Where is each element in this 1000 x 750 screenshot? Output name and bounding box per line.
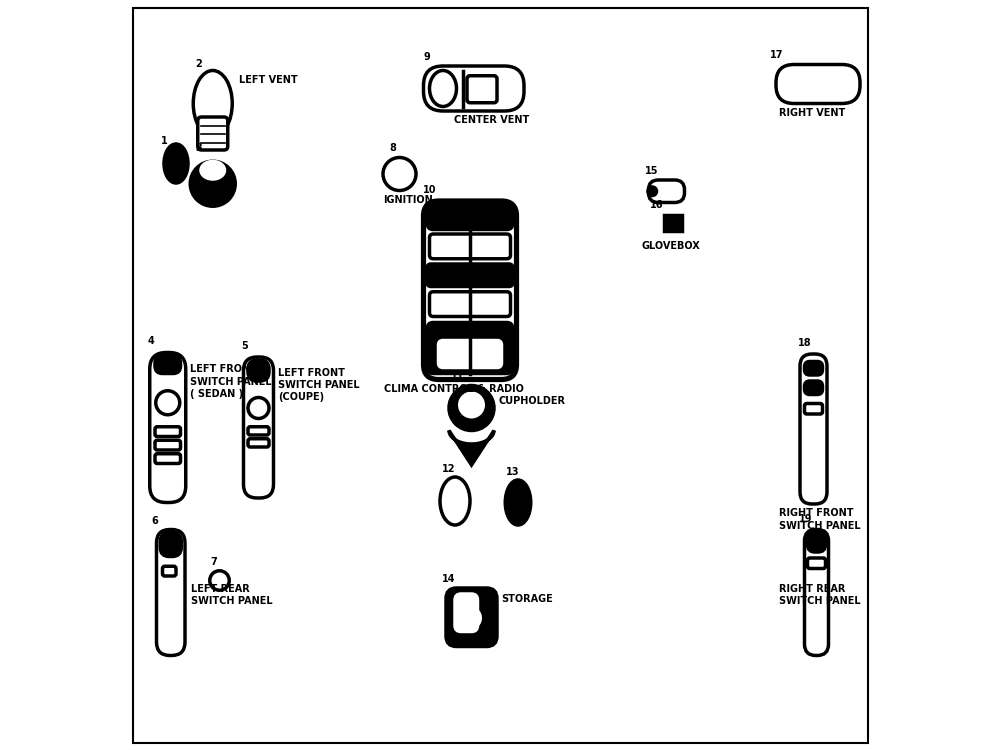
FancyBboxPatch shape bbox=[808, 532, 826, 552]
FancyBboxPatch shape bbox=[800, 354, 827, 504]
FancyBboxPatch shape bbox=[424, 201, 516, 380]
Text: RIGHT VENT: RIGHT VENT bbox=[779, 108, 845, 118]
Ellipse shape bbox=[430, 70, 456, 106]
FancyBboxPatch shape bbox=[248, 427, 269, 435]
Text: GLOVEBOX: GLOVEBOX bbox=[641, 242, 700, 251]
FancyBboxPatch shape bbox=[430, 292, 511, 316]
FancyBboxPatch shape bbox=[808, 558, 826, 568]
Text: IGNITION: IGNITION bbox=[383, 195, 433, 205]
Text: 14: 14 bbox=[442, 574, 456, 584]
Text: 17: 17 bbox=[770, 50, 784, 60]
FancyBboxPatch shape bbox=[424, 66, 524, 111]
Text: CLIMA CONTROL & RADIO: CLIMA CONTROL & RADIO bbox=[384, 384, 524, 394]
FancyBboxPatch shape bbox=[156, 530, 185, 656]
FancyBboxPatch shape bbox=[804, 530, 828, 656]
Ellipse shape bbox=[505, 480, 531, 525]
Text: LEFT VENT: LEFT VENT bbox=[239, 75, 298, 85]
Text: CENTER VENT: CENTER VENT bbox=[454, 115, 529, 125]
FancyBboxPatch shape bbox=[804, 404, 822, 414]
FancyBboxPatch shape bbox=[438, 340, 502, 368]
FancyBboxPatch shape bbox=[427, 322, 513, 374]
FancyBboxPatch shape bbox=[155, 454, 180, 464]
Text: 18: 18 bbox=[798, 338, 811, 348]
Circle shape bbox=[156, 391, 180, 415]
Text: 11: 11 bbox=[450, 371, 464, 381]
FancyBboxPatch shape bbox=[244, 357, 274, 498]
FancyBboxPatch shape bbox=[198, 117, 228, 150]
Ellipse shape bbox=[193, 70, 232, 136]
Text: 10: 10 bbox=[423, 185, 436, 195]
FancyBboxPatch shape bbox=[155, 440, 180, 450]
Text: 9: 9 bbox=[424, 52, 430, 62]
Text: 19: 19 bbox=[799, 514, 813, 523]
Text: CUPHOLDER: CUPHOLDER bbox=[498, 396, 566, 406]
Circle shape bbox=[449, 386, 494, 430]
FancyBboxPatch shape bbox=[430, 234, 511, 259]
FancyBboxPatch shape bbox=[455, 594, 478, 632]
Text: 1: 1 bbox=[161, 136, 168, 146]
Text: 3: 3 bbox=[196, 143, 202, 153]
FancyBboxPatch shape bbox=[804, 362, 822, 375]
Circle shape bbox=[383, 158, 416, 190]
Text: 12: 12 bbox=[442, 464, 455, 474]
Circle shape bbox=[646, 185, 658, 197]
Text: STORAGE: STORAGE bbox=[502, 594, 553, 604]
FancyBboxPatch shape bbox=[427, 205, 513, 230]
FancyBboxPatch shape bbox=[446, 588, 497, 646]
Circle shape bbox=[458, 392, 485, 418]
Bar bbox=[664, 214, 682, 231]
FancyBboxPatch shape bbox=[150, 352, 186, 503]
Text: LEFT REAR
SWITCH PANEL: LEFT REAR SWITCH PANEL bbox=[191, 584, 273, 606]
Text: 8: 8 bbox=[389, 143, 396, 153]
FancyBboxPatch shape bbox=[648, 180, 684, 203]
FancyBboxPatch shape bbox=[427, 264, 513, 286]
FancyBboxPatch shape bbox=[162, 566, 176, 576]
Text: LEFT FRONT
SWITCH PANEL
(COUPE): LEFT FRONT SWITCH PANEL (COUPE) bbox=[278, 368, 360, 402]
Text: 6: 6 bbox=[151, 516, 158, 526]
FancyBboxPatch shape bbox=[776, 64, 860, 104]
Ellipse shape bbox=[190, 161, 235, 206]
FancyBboxPatch shape bbox=[804, 381, 822, 394]
Text: 5: 5 bbox=[241, 341, 248, 351]
Ellipse shape bbox=[440, 477, 470, 525]
Text: 2: 2 bbox=[196, 59, 202, 69]
Text: 13: 13 bbox=[506, 467, 520, 477]
FancyBboxPatch shape bbox=[248, 360, 269, 381]
Text: 16: 16 bbox=[650, 200, 664, 210]
Text: RIGHT REAR
SWITCH PANEL: RIGHT REAR SWITCH PANEL bbox=[779, 584, 861, 606]
Text: LEFT FRONT
SWITCH PANEL
( SEDAN ): LEFT FRONT SWITCH PANEL ( SEDAN ) bbox=[190, 364, 272, 399]
Ellipse shape bbox=[199, 160, 226, 181]
Circle shape bbox=[248, 398, 269, 418]
Ellipse shape bbox=[164, 144, 188, 183]
Polygon shape bbox=[449, 430, 494, 465]
Circle shape bbox=[210, 571, 229, 590]
Text: 4: 4 bbox=[148, 337, 154, 346]
FancyBboxPatch shape bbox=[160, 532, 181, 556]
FancyBboxPatch shape bbox=[248, 439, 269, 447]
FancyBboxPatch shape bbox=[155, 427, 180, 436]
FancyBboxPatch shape bbox=[467, 76, 497, 103]
FancyBboxPatch shape bbox=[155, 356, 180, 374]
Circle shape bbox=[458, 606, 482, 630]
Text: RIGHT FRONT
SWITCH PANEL: RIGHT FRONT SWITCH PANEL bbox=[779, 509, 861, 531]
Text: 15: 15 bbox=[645, 166, 658, 176]
Text: 7: 7 bbox=[210, 557, 217, 567]
